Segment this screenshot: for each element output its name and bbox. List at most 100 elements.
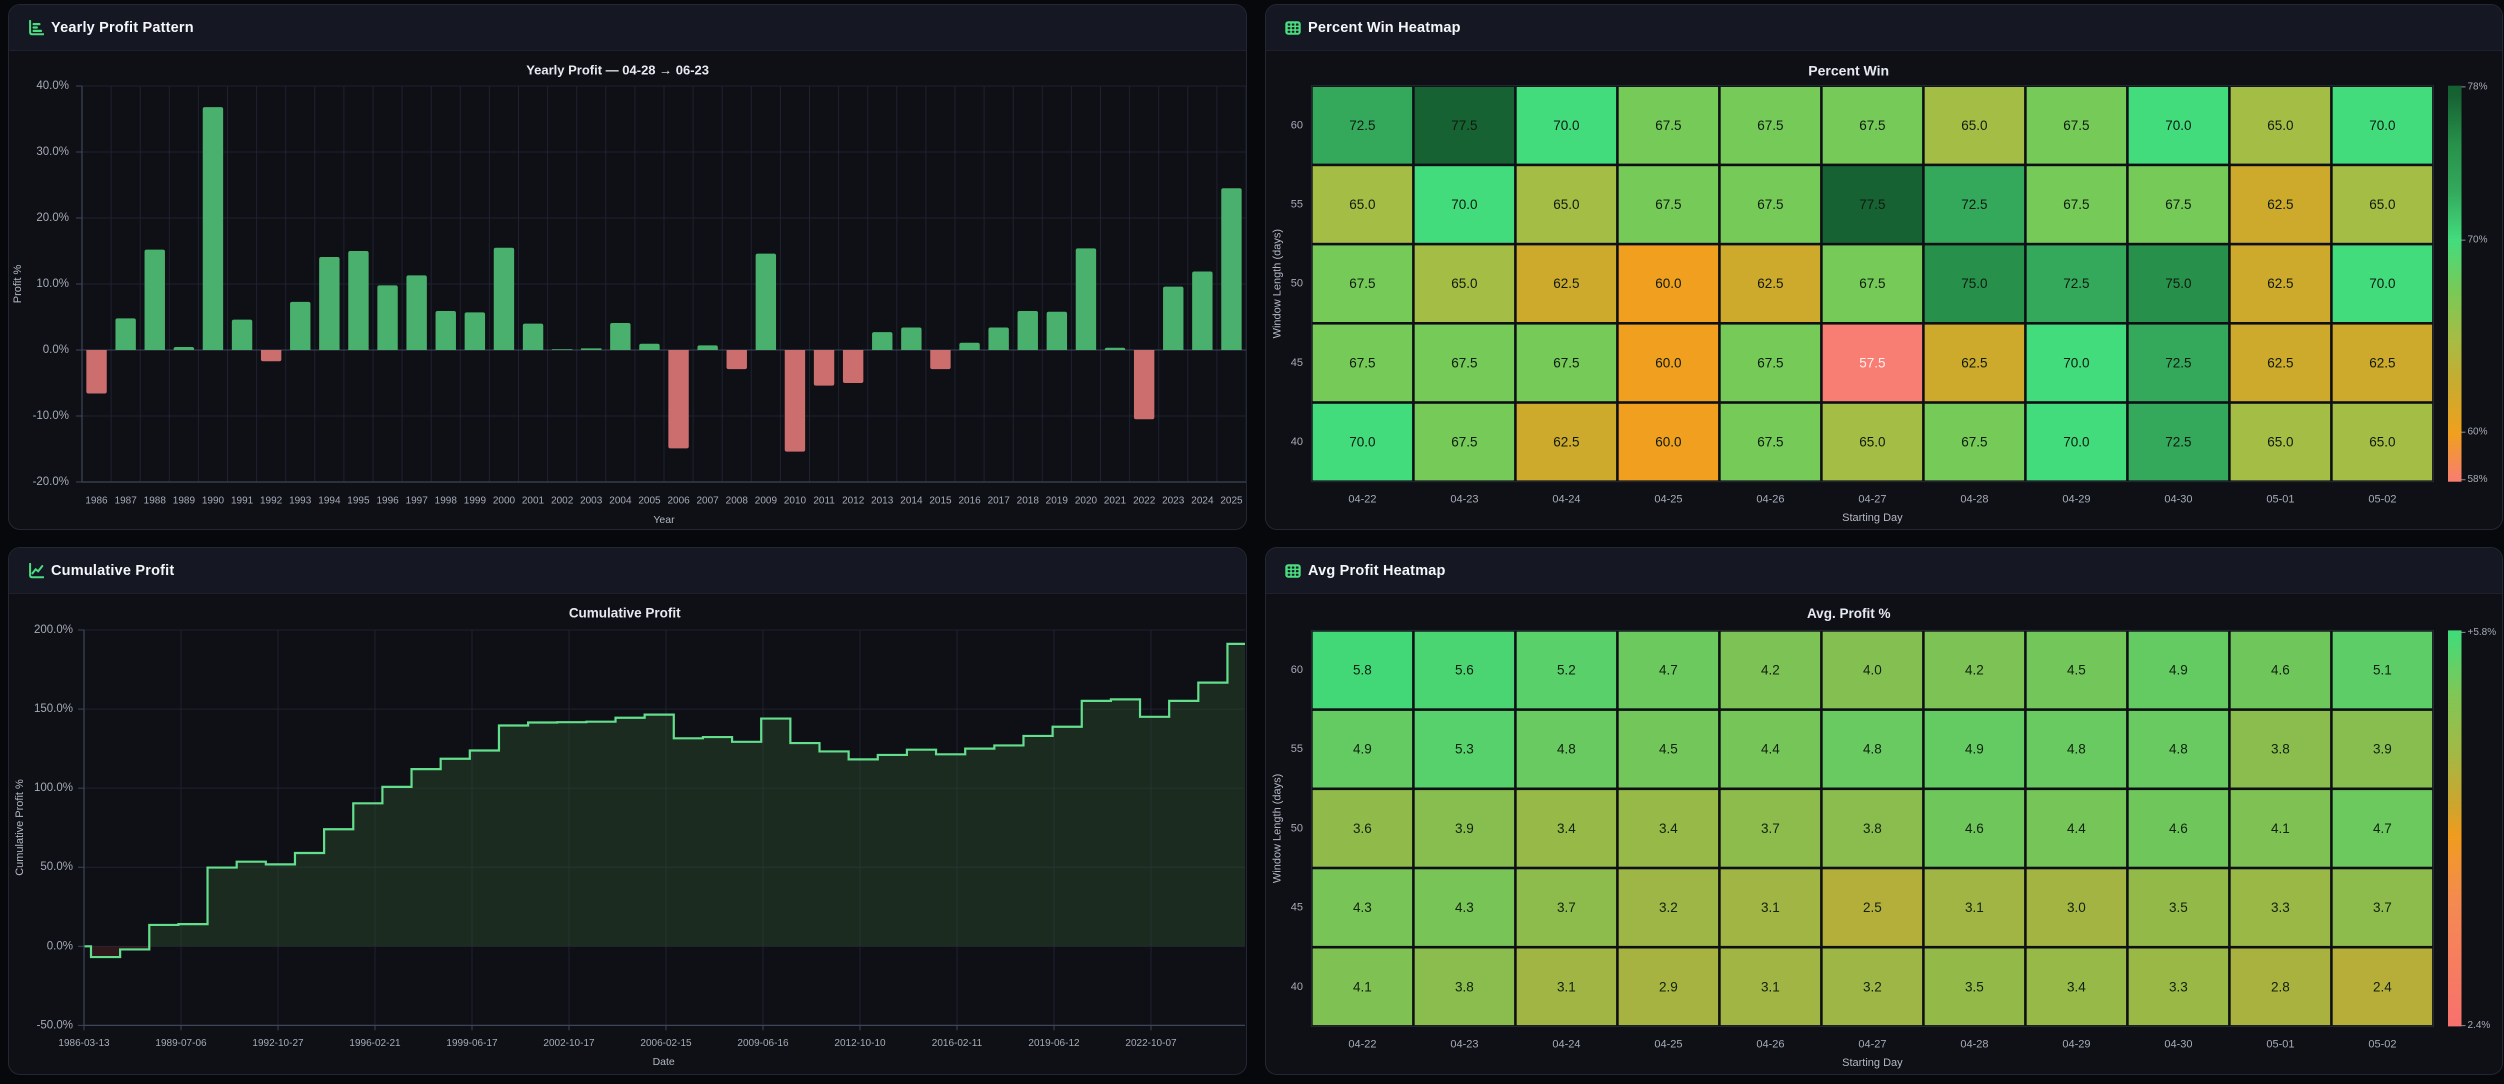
svg-text:5.2: 5.2 (1557, 663, 1576, 678)
svg-text:1986-03-13: 1986-03-13 (58, 1038, 110, 1049)
svg-text:4.5: 4.5 (2067, 663, 2086, 678)
svg-text:2013: 2013 (871, 496, 894, 507)
svg-text:3.1: 3.1 (1761, 900, 1780, 915)
svg-text:04-22: 04-22 (1348, 1038, 1376, 1050)
svg-text:1986: 1986 (85, 496, 108, 507)
svg-text:70.0: 70.0 (2063, 435, 2089, 450)
svg-text:05-01: 05-01 (2266, 494, 2294, 506)
svg-text:4.6: 4.6 (2271, 663, 2290, 678)
svg-text:Date: Date (653, 1056, 675, 1068)
svg-text:+5.8%: +5.8% (2468, 627, 2497, 638)
svg-text:4.4: 4.4 (1761, 742, 1780, 757)
svg-text:60: 60 (1291, 119, 1303, 131)
svg-text:2007: 2007 (696, 496, 719, 507)
svg-text:3.7: 3.7 (1761, 821, 1780, 836)
svg-text:60.0: 60.0 (1655, 435, 1681, 450)
svg-text:70.0: 70.0 (2165, 118, 2191, 133)
svg-text:-20.0%: -20.0% (33, 476, 69, 488)
svg-text:1991: 1991 (231, 496, 254, 507)
svg-text:Cumulative Profit: Cumulative Profit (569, 606, 681, 621)
svg-text:2022: 2022 (1133, 496, 1156, 507)
svg-text:58%: 58% (2468, 474, 2488, 485)
svg-text:67.5: 67.5 (1451, 435, 1477, 450)
svg-text:40.0%: 40.0% (36, 80, 69, 92)
svg-text:2017: 2017 (988, 496, 1011, 507)
svg-text:3.2: 3.2 (1659, 900, 1678, 915)
svg-text:1989: 1989 (173, 496, 196, 507)
svg-text:1987: 1987 (115, 496, 138, 507)
svg-text:2019-06-12: 2019-06-12 (1028, 1038, 1080, 1049)
svg-text:Window Length (days): Window Length (days) (1272, 774, 1284, 883)
svg-text:04-22: 04-22 (1348, 494, 1376, 506)
svg-text:0.0%: 0.0% (47, 940, 73, 952)
svg-text:2003: 2003 (580, 496, 603, 507)
svg-text:62.5: 62.5 (1553, 276, 1579, 291)
svg-text:5.3: 5.3 (1455, 742, 1474, 757)
svg-text:3.2: 3.2 (1863, 979, 1882, 994)
svg-text:65.0: 65.0 (2369, 435, 2395, 450)
svg-text:3.4: 3.4 (1557, 821, 1576, 836)
svg-text:4.3: 4.3 (1455, 900, 1474, 915)
svg-text:5.1: 5.1 (2373, 663, 2392, 678)
svg-text:1997: 1997 (406, 496, 429, 507)
svg-text:5.6: 5.6 (1455, 663, 1474, 678)
svg-text:3.1: 3.1 (1965, 900, 1984, 915)
svg-text:4.6: 4.6 (2169, 821, 2188, 836)
svg-text:05-02: 05-02 (2368, 494, 2396, 506)
svg-text:4.8: 4.8 (2067, 742, 2086, 757)
svg-text:65.0: 65.0 (1349, 197, 1375, 212)
svg-text:65.0: 65.0 (1451, 276, 1477, 291)
svg-text:60: 60 (1291, 664, 1303, 676)
svg-text:10.0%: 10.0% (36, 278, 69, 290)
svg-text:2002-10-17: 2002-10-17 (543, 1038, 595, 1049)
svg-text:04-30: 04-30 (2164, 1038, 2192, 1050)
svg-text:3.6: 3.6 (1353, 821, 1372, 836)
svg-text:50.0%: 50.0% (40, 861, 73, 873)
svg-text:04-23: 04-23 (1450, 1038, 1478, 1050)
svg-text:2012: 2012 (842, 496, 865, 507)
svg-text:67.5: 67.5 (1655, 118, 1681, 133)
svg-text:65.0: 65.0 (1859, 435, 1885, 450)
svg-text:4.9: 4.9 (1965, 742, 1984, 757)
svg-text:1993: 1993 (289, 496, 312, 507)
svg-text:2014: 2014 (900, 496, 923, 507)
svg-text:50: 50 (1291, 822, 1303, 834)
svg-text:67.5: 67.5 (1859, 118, 1885, 133)
svg-text:3.8: 3.8 (2271, 742, 2290, 757)
svg-text:72.5: 72.5 (1349, 118, 1375, 133)
svg-text:3.4: 3.4 (1659, 821, 1678, 836)
svg-text:3.4: 3.4 (2067, 979, 2086, 994)
svg-text:5.8: 5.8 (1353, 663, 1372, 678)
svg-text:2011: 2011 (813, 496, 835, 507)
svg-text:2015: 2015 (929, 496, 952, 507)
svg-text:1999-06-17: 1999-06-17 (446, 1038, 498, 1049)
svg-text:70.0: 70.0 (2369, 276, 2395, 291)
svg-text:2012-10-10: 2012-10-10 (834, 1038, 886, 1049)
svg-text:04-28: 04-28 (1960, 1038, 1988, 1050)
svg-text:65.0: 65.0 (2267, 118, 2293, 133)
svg-text:67.5: 67.5 (1451, 355, 1477, 370)
svg-text:70.0: 70.0 (1553, 118, 1579, 133)
svg-text:2.5: 2.5 (1863, 900, 1882, 915)
svg-text:67.5: 67.5 (1859, 276, 1885, 291)
svg-text:2008: 2008 (726, 496, 749, 507)
svg-text:1996: 1996 (376, 496, 399, 507)
svg-text:62.5: 62.5 (1553, 435, 1579, 450)
svg-text:04-27: 04-27 (1858, 494, 1886, 506)
svg-text:04-30: 04-30 (2164, 494, 2192, 506)
svg-text:Yearly Profit — 04-28 → 06-23: Yearly Profit — 04-28 → 06-23 (526, 63, 709, 78)
svg-text:70.0: 70.0 (2063, 355, 2089, 370)
svg-text:60.0: 60.0 (1655, 276, 1681, 291)
svg-text:-10.0%: -10.0% (33, 410, 69, 422)
svg-text:1992: 1992 (260, 496, 283, 507)
svg-text:3.9: 3.9 (1455, 821, 1474, 836)
svg-text:60%: 60% (2468, 427, 2488, 438)
svg-text:77.5: 77.5 (1451, 118, 1477, 133)
svg-text:3.5: 3.5 (1965, 979, 1984, 994)
svg-text:2.9: 2.9 (1659, 979, 1678, 994)
svg-text:30.0%: 30.0% (36, 146, 69, 158)
svg-text:67.5: 67.5 (1757, 355, 1783, 370)
svg-text:2021: 2021 (1104, 496, 1127, 507)
svg-text:Starting Day: Starting Day (1842, 1057, 1903, 1069)
svg-text:67.5: 67.5 (1553, 355, 1579, 370)
